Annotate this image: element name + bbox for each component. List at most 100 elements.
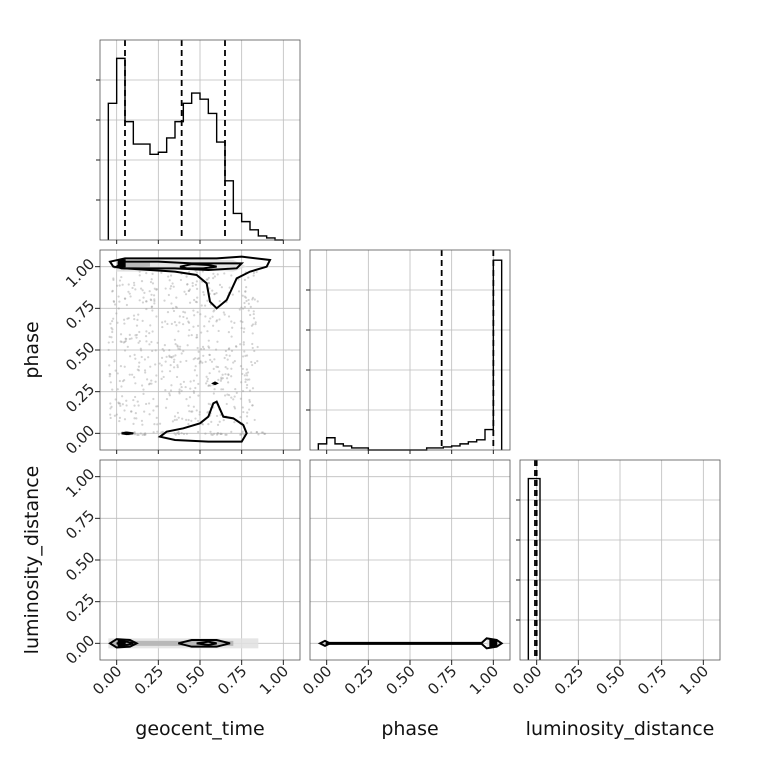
contour-line <box>157 400 248 443</box>
scatter-point <box>175 296 178 299</box>
scatter-point <box>180 352 183 355</box>
scatter-point <box>108 364 111 367</box>
scatter-point <box>169 364 172 367</box>
scatter-point <box>174 354 177 357</box>
scatter-point <box>155 315 158 318</box>
scatter-point <box>252 274 255 277</box>
scatter-point <box>112 278 115 282</box>
contour-line <box>325 637 504 650</box>
y-tick-label-luminosity-distance: 0.50 <box>62 548 98 584</box>
scatter-point <box>151 272 154 276</box>
scatter-point <box>251 404 254 407</box>
scatter-point <box>211 315 214 318</box>
scatter-point <box>187 334 190 337</box>
scatter-point <box>117 433 120 436</box>
scatter-point <box>208 372 211 375</box>
scatter-point <box>240 432 243 435</box>
scatter-point <box>201 270 204 273</box>
scatter-point <box>124 339 127 343</box>
scatter-point <box>137 341 140 344</box>
scatter-point <box>215 319 219 322</box>
scatter-point <box>150 299 153 302</box>
scatter-point <box>137 404 140 407</box>
scatter-point <box>207 282 210 285</box>
scatter-point <box>252 310 255 313</box>
scatter-point <box>181 417 184 420</box>
scatter-point <box>192 309 195 312</box>
scatter-point <box>178 345 182 348</box>
scatter-point <box>206 299 209 302</box>
scatter-point <box>257 433 260 436</box>
scatter-point <box>151 349 154 353</box>
scatter-point <box>251 346 254 350</box>
scatter-point <box>233 359 236 363</box>
scatter-point <box>149 324 152 327</box>
scatter-point <box>175 324 178 327</box>
scatter-point <box>172 309 176 313</box>
scatter-point <box>183 290 186 293</box>
scatter-point <box>173 338 176 341</box>
scatter-point <box>196 324 200 327</box>
scatter-point <box>226 393 229 396</box>
scatter-point <box>209 430 212 433</box>
scatter-point <box>186 283 189 286</box>
scatter-point <box>123 379 126 382</box>
x-tick-label-phase: 0.25 <box>341 662 377 698</box>
scatter-point <box>112 317 115 320</box>
scatter-point <box>191 281 194 285</box>
scatter-point <box>182 310 185 313</box>
scatter-point <box>200 331 203 334</box>
scatter-point <box>191 410 194 413</box>
scatter-point <box>212 272 215 275</box>
scatter-point <box>147 356 150 359</box>
scatter-point <box>210 433 213 436</box>
scatter-point <box>111 319 114 323</box>
scatter-point <box>178 321 181 324</box>
scatter-point <box>198 362 201 365</box>
scatter-point <box>182 380 186 383</box>
scatter-point <box>170 356 173 359</box>
scatter-point <box>175 418 178 421</box>
scatter-point <box>195 287 199 290</box>
scatter-point <box>177 432 181 436</box>
scatter-point <box>123 349 127 352</box>
scatter-point <box>218 370 221 373</box>
scatter-point <box>111 290 114 293</box>
scatter-point <box>150 382 153 385</box>
scatter-point <box>152 409 155 412</box>
scatter-point <box>235 391 238 394</box>
scatter-point <box>216 423 220 426</box>
scatter-point <box>109 322 112 325</box>
scatter-point <box>116 321 119 324</box>
y-tick-label-luminosity-distance: 1.00 <box>62 465 98 501</box>
scatter-point <box>247 298 250 302</box>
scatter-point <box>223 356 226 360</box>
scatter-point <box>204 382 208 385</box>
scatter-point <box>207 423 210 426</box>
scatter-point <box>251 387 255 390</box>
scatter-point <box>165 397 169 401</box>
scatter-point <box>254 323 257 326</box>
scatter-point <box>120 275 123 279</box>
scatter-point <box>191 284 194 287</box>
x-tick-label-luminosity-distance: 0.25 <box>551 662 587 698</box>
scatter-point <box>231 293 234 296</box>
scatter-point <box>143 433 146 436</box>
scatter-point <box>197 357 201 360</box>
scatter-point <box>208 353 211 357</box>
scatter-point <box>214 348 218 351</box>
scatter-point <box>141 301 145 304</box>
scatter-point <box>208 346 211 349</box>
scatter-point <box>188 270 191 274</box>
scatter-point <box>253 298 256 301</box>
scatter-point <box>155 288 158 291</box>
scatter-point <box>107 341 110 344</box>
scatter-point <box>118 419 121 423</box>
scatter-point <box>131 286 134 290</box>
scatter-point <box>208 320 211 323</box>
scatter-point <box>213 292 216 296</box>
scatter-point <box>212 367 215 370</box>
scatter-point <box>176 366 179 369</box>
scatter-point <box>225 377 229 380</box>
scatter-point <box>168 394 171 397</box>
